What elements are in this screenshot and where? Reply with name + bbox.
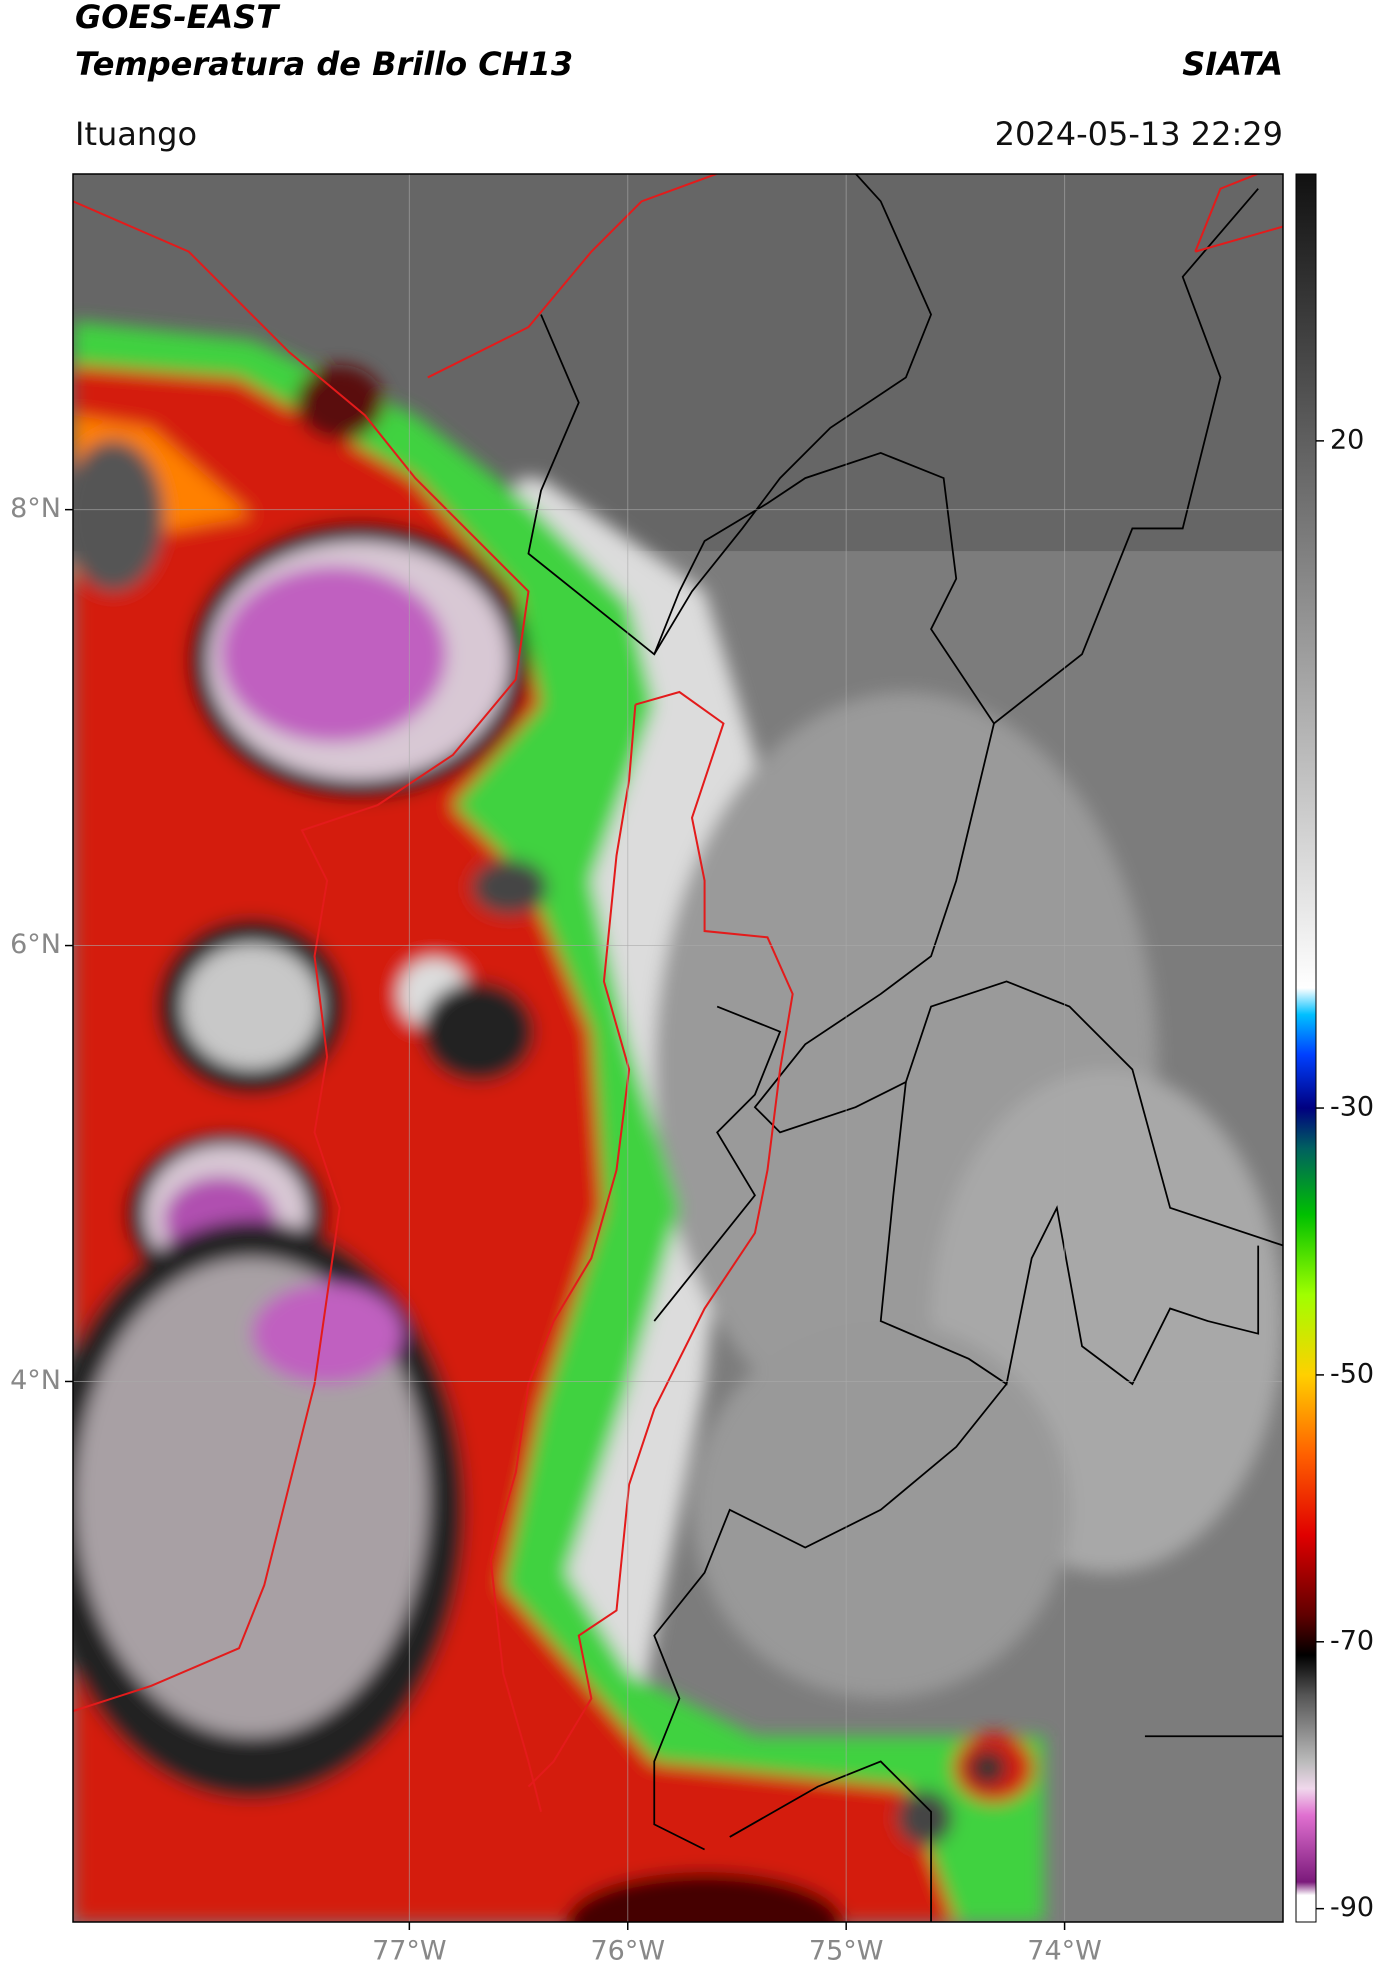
- title: GOES-EAST: [75, 0, 280, 36]
- lat-tick-label: 4°N: [10, 1365, 61, 1396]
- source: SIATA: [1182, 45, 1283, 83]
- grid: [73, 174, 1283, 1922]
- lon-tick-label: 76°W: [590, 1936, 665, 1967]
- colorbar-tick-label: -90: [1330, 1892, 1374, 1923]
- axes: 8°N 6°N 4°N 77°W 76°W 75°W 74°W 20 -30 -50 -70 -90: [10, 424, 1374, 1966]
- lon-tick-label: 77°W: [372, 1936, 447, 1967]
- colorbar-tick-label: -70: [1330, 1625, 1374, 1656]
- location: Ituango: [75, 115, 197, 153]
- timestamp: 2024-05-13 22:29: [995, 115, 1283, 153]
- lat-tick-label: 8°N: [10, 493, 61, 524]
- colorbar-tick-label: 20: [1330, 424, 1364, 455]
- lon-tick-label: 74°W: [1027, 1936, 1102, 1967]
- colorbar-tick-label: -30: [1330, 1092, 1374, 1123]
- lat-tick-label: 6°N: [10, 929, 61, 960]
- colorbar-tick-label: -50: [1330, 1358, 1374, 1389]
- colorbar: [1295, 173, 1317, 1923]
- subtitle: Temperatura de Brillo CH13: [75, 45, 573, 83]
- satellite-image: [73, 174, 1283, 1922]
- lon-tick-label: 75°W: [809, 1936, 884, 1967]
- map-frame: [72, 173, 1284, 1923]
